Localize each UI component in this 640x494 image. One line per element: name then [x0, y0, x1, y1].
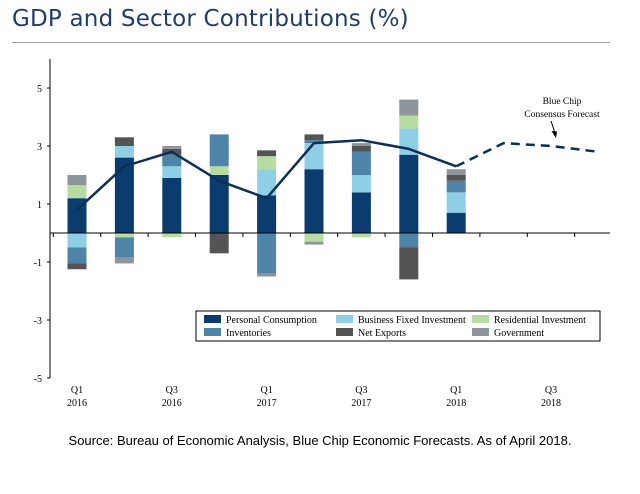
bars [67, 99, 466, 280]
bar-segment [67, 175, 87, 186]
x-tick-label-quarter: Q1 [260, 385, 272, 396]
x-tick-label-year: 2017 [351, 398, 371, 409]
bar-segment [304, 233, 324, 242]
x-tick-label-quarter: Q3 [355, 385, 367, 396]
bar-segment [114, 233, 134, 238]
legend: Personal Consumption Business Fixed Inves… [195, 310, 601, 342]
bar-segment [67, 263, 87, 270]
bar-segment [399, 154, 419, 233]
bar-segment [351, 192, 371, 233]
bar-segment [67, 185, 87, 199]
bar-segment [209, 134, 229, 167]
legend-label: Inventories [226, 328, 271, 339]
bar-segment [446, 175, 466, 181]
bar-segment [162, 233, 182, 238]
title-divider [12, 42, 610, 43]
bar-segment [304, 169, 324, 233]
legend-swatch [472, 315, 489, 323]
bar-segment [304, 143, 324, 170]
bar-segment [351, 151, 371, 175]
bar-segment [446, 192, 466, 213]
bar-segment [446, 212, 466, 233]
bar-segment [351, 233, 371, 238]
legend-label: Government [494, 328, 544, 339]
bar-segment [67, 247, 87, 264]
bar-segment [304, 241, 324, 245]
x-tick-label-year: 2018 [541, 398, 561, 409]
x-tick-label-year: 2018 [446, 398, 466, 409]
gdp-actual-line [76, 138, 457, 211]
legend-swatch [472, 328, 489, 336]
bar-segment [257, 150, 277, 157]
bar-segment [162, 177, 182, 233]
x-tick-label-quarter: Q3 [166, 385, 178, 396]
bar-segment [257, 156, 277, 170]
legend-box [195, 310, 601, 342]
legend-swatch [204, 328, 221, 336]
bar-segment [209, 175, 229, 233]
page-title: GDP and Sector Contributions (%) [12, 6, 409, 32]
gdp-forecast-line [455, 141, 599, 168]
bar-segment [209, 233, 229, 254]
bar-segment [304, 134, 324, 141]
x-tick-label-year: 2016 [67, 398, 87, 409]
bar-segment [446, 169, 466, 175]
bar-segment [114, 146, 134, 158]
y-tick-label: 1 [37, 200, 42, 211]
source-note: Source: Bureau of Economic Analysis, Blu… [68, 433, 572, 448]
bar-segment [351, 143, 371, 146]
x-tick-label-year: 2016 [162, 398, 182, 409]
y-tick-label: -3 [34, 316, 42, 327]
legend-swatch [336, 315, 353, 323]
bar-segment [399, 99, 419, 116]
bar-segment [114, 157, 134, 233]
annotation-line-2: Consensus Forecast [524, 110, 600, 120]
y-tick-label: 3 [37, 142, 42, 153]
bar-segment [114, 137, 134, 146]
legend-label: Business Fixed Investment [358, 315, 466, 326]
x-tick-label-year: 2017 [257, 398, 277, 409]
gdp-chart: 5 3 1 -1 -3 -5 Q1 2016 Q3 2016 Q1 2017 Q3 2017 Q1 2018… [34, 59, 610, 409]
bar-segment [399, 233, 419, 248]
gdp-line [76, 138, 599, 211]
y-tick-label: -5 [34, 374, 42, 385]
y-tick-label: -1 [34, 258, 42, 269]
x-tick-label-quarter: Q3 [545, 385, 557, 396]
zero-line [50, 232, 610, 237]
y-axis: 5 3 1 -1 -3 -5 [34, 59, 51, 385]
bar-segment [257, 273, 277, 277]
legend-label: Residential Investment [494, 315, 586, 326]
bar-segment [399, 247, 419, 280]
x-tick-label-quarter: Q1 [71, 385, 83, 396]
legend-swatch [204, 315, 221, 323]
x-axis: Q1 2016 Q3 2016 Q1 2017 Q3 2017 Q1 2018 Q3 2018 [67, 385, 561, 409]
forecast-annotation: Blue Chip Consensus Forecast [524, 97, 600, 138]
y-tick-label: 5 [37, 84, 42, 95]
bar-segment [209, 166, 229, 175]
legend-label: Personal Consumption [226, 315, 317, 326]
bar-segment [114, 237, 134, 258]
bar-segment [304, 140, 324, 144]
bar-segment [257, 195, 277, 233]
annotation-line-1: Blue Chip [543, 97, 582, 107]
bar-segment [67, 233, 87, 248]
bar-segment [351, 175, 371, 193]
x-tick-label-quarter: Q1 [450, 385, 462, 396]
bar-segment [446, 180, 466, 193]
legend-swatch [336, 328, 353, 336]
bar-segment [162, 166, 182, 178]
annotation-arrow-head [551, 131, 557, 138]
bar-segment [257, 169, 277, 196]
bar-segment [351, 146, 371, 152]
bar-segment [399, 115, 419, 129]
legend-label: Net Exports [358, 328, 406, 339]
bar-segment [114, 257, 134, 264]
bar-segment [162, 146, 182, 149]
bar-segment [257, 233, 277, 274]
bar-segment [162, 154, 182, 167]
